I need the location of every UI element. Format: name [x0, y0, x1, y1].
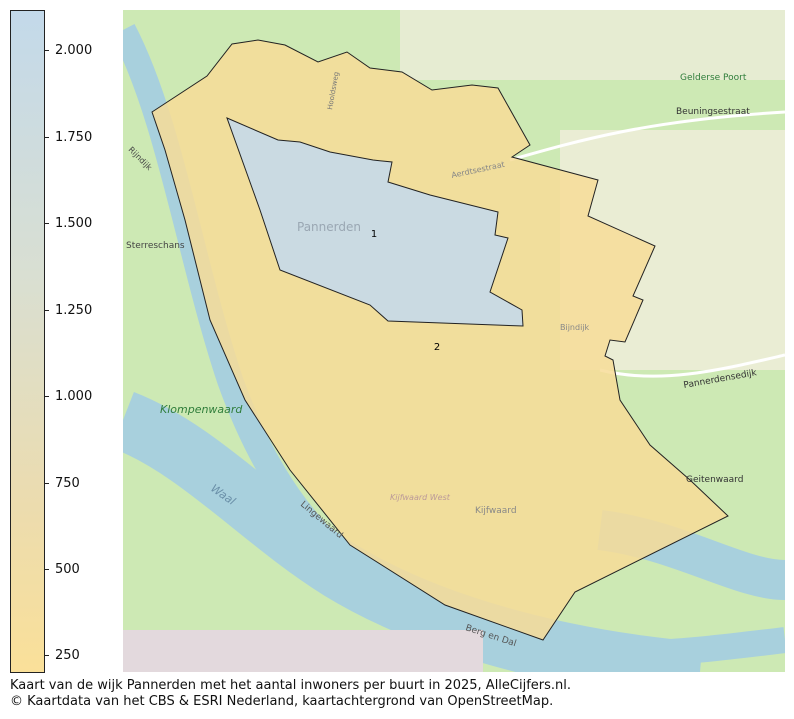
- place-label: Kijfwaard West: [390, 493, 451, 502]
- river-waal: [123, 392, 703, 672]
- caption-attribution: © Kaartdata van het CBS & ESRI Nederland…: [10, 694, 554, 709]
- region-label: 1: [371, 229, 377, 240]
- place-label: Klompenwaard: [160, 403, 243, 416]
- place-label: Geitenwaard: [686, 475, 743, 485]
- place-label: Beuningsestraat: [676, 107, 750, 117]
- legend-tick: 1.500: [44, 217, 92, 231]
- region-1[interactable]: [226, 117, 524, 327]
- place-label: Bijndijk: [560, 323, 590, 332]
- road: [509, 110, 785, 162]
- place-label: Sterreschans: [126, 241, 185, 251]
- legend-tick: 2.000: [44, 44, 92, 58]
- legend-tick: 1.250: [44, 304, 92, 318]
- caption-title: Kaart van de wijk Pannerden met het aant…: [10, 678, 572, 693]
- place-label: Pannerden: [297, 220, 361, 234]
- legend-tick: 500: [44, 563, 80, 577]
- place-label: Kijfwaard: [475, 506, 517, 516]
- road: [599, 353, 785, 378]
- built-up-area: [123, 630, 483, 672]
- region-label: 2: [434, 342, 440, 353]
- legend-tick: 1.000: [44, 390, 92, 404]
- place-label: Gelderse Poort: [680, 73, 747, 83]
- legend-tick: 750: [44, 477, 80, 491]
- farmland: [400, 10, 785, 80]
- colorbar-legend: [10, 10, 45, 673]
- legend-tick: 1.750: [44, 131, 92, 145]
- legend-tick: 250: [44, 649, 80, 663]
